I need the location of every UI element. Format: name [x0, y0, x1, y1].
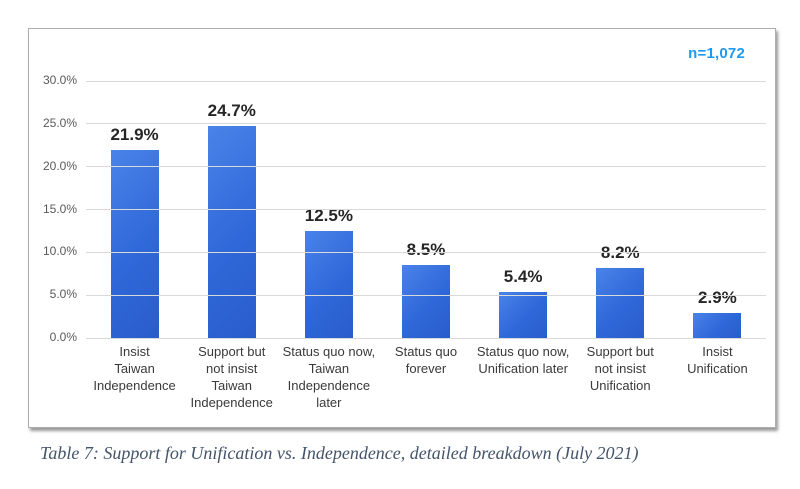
x-axis-labels: Insist Taiwan Independence Support but not i… [86, 343, 766, 412]
bar [693, 313, 742, 338]
bar [499, 291, 548, 338]
bar-column: 8.2% [572, 81, 669, 338]
bar-column: 21.9% [86, 81, 183, 338]
chart-caption: Table 7: Support for Unification vs. Ind… [40, 443, 639, 463]
gridline [86, 251, 766, 253]
y-axis-tick-label: 30.0% [42, 73, 77, 87]
bar [596, 267, 645, 338]
bar-value-label: 24.7% [207, 101, 256, 121]
chart-frame: n=1,072 21.9% 24.7% 12.5% 8.5% 5.4% 8.2% 2.9% … [28, 28, 776, 428]
x-axis-category-label: Status quo now, Taiwan Independence later [282, 344, 376, 411]
plot-area: 21.9% 24.7% 12.5% 8.5% 5.4% 8.2% 2.9% 0.0% 5.0%… [43, 73, 766, 344]
gridline [86, 294, 766, 296]
bar-value-label: 5.4% [503, 266, 543, 286]
bar-column: 5.4% [475, 81, 572, 338]
x-axis-category-label: Support but not insist Taiwan Independence [190, 344, 273, 411]
y-axis-tick-label: 0.0% [49, 330, 77, 344]
bar [401, 265, 450, 338]
gridline [86, 80, 766, 82]
gridline [86, 123, 766, 125]
bar-column: 24.7% [183, 81, 280, 338]
bar [110, 150, 159, 338]
bar-column: 8.5% [377, 81, 474, 338]
y-axis-tick-label: 5.0% [49, 287, 77, 302]
y-axis-tick-label: 10.0% [42, 244, 77, 259]
y-axis-tick-label: 20.0% [42, 158, 77, 173]
bars-row: 21.9% 24.7% 12.5% 8.5% 5.4% 8.2% 2.9% [86, 81, 766, 338]
x-axis-category-label: Support but not insist Unification [586, 344, 654, 394]
x-axis-category-label: Status quo forever [394, 344, 458, 377]
bar-column: 12.5% [280, 81, 377, 338]
gridline [86, 166, 766, 168]
x-axis-category-label: Insist Unification [687, 344, 748, 377]
y-axis-tick-label: 25.0% [42, 115, 77, 130]
bar [207, 126, 256, 338]
bar-value-label: 2.9% [698, 288, 737, 308]
sample-size-label: n=1,072 [688, 45, 745, 62]
bar-value-label: 21.9% [110, 125, 159, 145]
gridline [86, 209, 766, 210]
bar-value-label: 12.5% [304, 205, 353, 225]
bar-value-label: 8.5% [406, 240, 446, 260]
y-axis-tick-label: 15.0% [42, 201, 77, 216]
gridline [86, 337, 766, 339]
bar [304, 230, 353, 338]
x-axis-category-label: Insist Taiwan Independence [93, 344, 176, 394]
bar-column: 2.9% [669, 81, 766, 338]
x-axis-category-label: Status quo now, Unification later [476, 344, 570, 377]
